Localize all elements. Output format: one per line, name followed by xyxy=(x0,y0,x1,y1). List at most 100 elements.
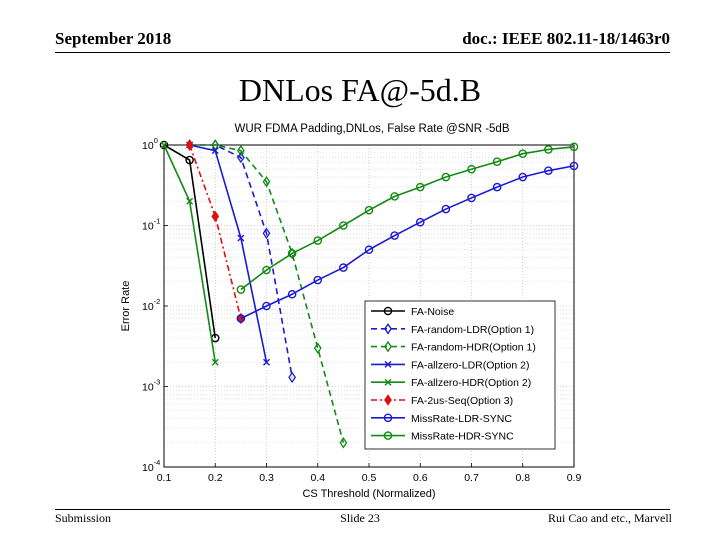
data-point-circle xyxy=(390,231,399,240)
data-point-circle xyxy=(383,306,393,316)
x-tick-label: 0.9 xyxy=(567,472,582,484)
series-2 xyxy=(185,139,348,449)
series-6 xyxy=(236,161,579,323)
data-point-x xyxy=(186,197,194,205)
y-axis-label: Error Rate xyxy=(120,281,132,332)
data-point-diamond xyxy=(211,210,220,223)
data-point-circle xyxy=(441,204,451,214)
legend-label: FA-random-LDR(Option 1) xyxy=(411,324,534,336)
y-tick-label: 10-4 xyxy=(142,458,160,474)
data-point-circle xyxy=(185,155,194,165)
data-point-diamond xyxy=(185,139,194,151)
legend-label: FA-Noise xyxy=(411,306,454,318)
data-point-circle xyxy=(383,431,393,440)
x-tick-label: 0.7 xyxy=(464,472,479,484)
data-point-x xyxy=(263,358,270,366)
data-point-diamond xyxy=(211,139,220,151)
series-line xyxy=(240,145,575,291)
data-point-circle xyxy=(569,142,579,152)
legend-label: FA-random-HDR(Option 1) xyxy=(411,342,536,354)
legend-box xyxy=(364,300,556,450)
data-point-circle xyxy=(518,172,528,182)
footer-slide-number: Slide 23 xyxy=(340,511,380,525)
data-point-circle xyxy=(415,217,425,227)
legend-label: FA-allzero-HDR(Option 2) xyxy=(411,377,531,389)
data-point-circle xyxy=(262,301,271,311)
data-point-circle xyxy=(262,265,271,275)
series-0 xyxy=(159,140,220,343)
legend-entry-1: FA-random-LDR(Option 1) xyxy=(371,323,534,336)
y-tick-label: 10-2 xyxy=(142,297,160,313)
legend-entry-0: FA-Noise xyxy=(371,306,454,318)
legend-label: MissRate-HDR-SYNC xyxy=(411,431,514,443)
legend-entry-3: FA-allzero-LDR(Option 2) xyxy=(371,359,529,371)
chart-title: WUR FDMA Padding,DNLos, False Rate @SNR … xyxy=(235,123,510,135)
data-point-circle xyxy=(159,140,169,150)
data-point-circle xyxy=(313,275,323,285)
data-point-circle xyxy=(467,164,476,174)
data-point-circle xyxy=(364,205,374,215)
data-point-diamond xyxy=(262,227,271,240)
series-line xyxy=(163,144,217,363)
x-tick-label: 0.6 xyxy=(413,472,428,484)
legend-entry-5: FA-2us-Seq(Option 3) xyxy=(371,394,513,407)
series-3 xyxy=(186,141,270,366)
series-7 xyxy=(236,142,579,294)
data-point-circle xyxy=(492,182,502,192)
data-point-circle xyxy=(383,413,393,423)
data-point-circle xyxy=(544,145,553,154)
legend: FA-Noise FA-random-LDR(Option 1) FA-random… xyxy=(364,300,556,450)
data-point-diamond xyxy=(384,394,392,406)
x-tick-label: 0.2 xyxy=(208,472,223,484)
x-tick-label: 0.5 xyxy=(362,472,377,484)
data-point-circle xyxy=(415,182,425,192)
data-point-circle xyxy=(518,149,528,158)
data-point-diamond xyxy=(262,175,271,188)
y-tick-label: 10-1 xyxy=(142,217,160,233)
data-point-circle xyxy=(287,249,297,258)
data-point-x xyxy=(384,360,392,368)
data-point-x xyxy=(237,234,245,242)
series-line xyxy=(163,144,217,339)
legend-entry-6: MissRate-LDR-SYNC xyxy=(371,413,512,425)
series-line xyxy=(189,144,293,378)
data-point-circle xyxy=(339,221,348,230)
series-line xyxy=(189,144,345,443)
data-point-diamond xyxy=(236,151,245,164)
data-point-circle xyxy=(364,245,374,255)
chart: WUR FDMA Padding,DNLos, False Rate @SNR … xyxy=(120,123,582,500)
data-point-diamond xyxy=(313,342,322,354)
data-point-circle xyxy=(236,285,246,294)
x-tick-label: 0.4 xyxy=(310,472,325,484)
data-point-diamond xyxy=(384,323,392,335)
data-point-x xyxy=(160,141,168,149)
legend-label: FA-2us-Seq(Option 3) xyxy=(411,395,513,407)
data-point-x xyxy=(211,358,219,366)
header-doc-id: doc.: IEEE 802.11-18/1463r0 xyxy=(462,29,670,48)
x-tick-label: 0.3 xyxy=(259,472,274,484)
y-tick-label: 10-3 xyxy=(142,378,160,394)
slide-title: DNLos FA@-5d.B xyxy=(238,72,482,108)
series-layer xyxy=(159,139,579,449)
data-point-circle xyxy=(441,172,451,182)
data-point-circle xyxy=(544,166,553,175)
legend-label: FA-allzero-LDR(Option 2) xyxy=(411,359,529,371)
data-point-circle xyxy=(467,193,476,203)
x-tick-label: 0.8 xyxy=(515,472,530,484)
footer-author: Rui Cao and etc., Marvell xyxy=(548,511,672,525)
data-point-circle xyxy=(492,157,502,167)
legend-entry-4: FA-allzero-HDR(Option 2) xyxy=(371,377,531,389)
header-date: September 2018 xyxy=(55,29,172,48)
y-tick-label: 100 xyxy=(142,136,158,152)
footer-rule xyxy=(55,509,670,510)
series-line xyxy=(240,165,575,320)
data-point-diamond xyxy=(236,144,245,157)
data-point-circle xyxy=(339,263,348,272)
data-point-circle xyxy=(236,314,246,323)
data-point-diamond xyxy=(288,371,297,384)
series-4 xyxy=(160,141,219,366)
series-line xyxy=(189,144,268,363)
x-axis-label: CS Threshold (Normalized) xyxy=(302,488,435,500)
data-point-diamond xyxy=(339,437,348,449)
data-point-x xyxy=(211,147,219,155)
